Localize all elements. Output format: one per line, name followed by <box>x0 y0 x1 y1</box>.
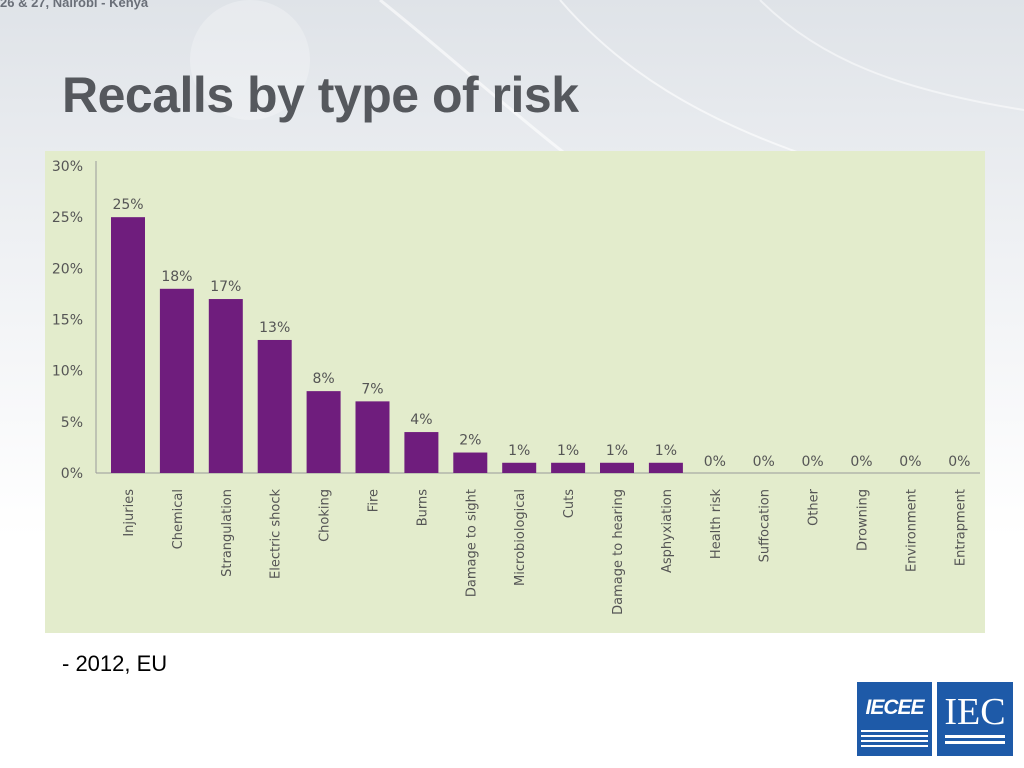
data-label: 0% <box>753 454 775 470</box>
data-label: 1% <box>557 443 579 459</box>
bar <box>404 432 439 473</box>
bar-chart: 0% 5% 10% 15% 20% 25% 30% 25% Injuries 18% Chemica… <box>52 159 980 615</box>
data-label: 17% <box>210 279 241 295</box>
data-label: 2% <box>459 433 481 449</box>
bar <box>257 339 292 473</box>
bar <box>111 217 145 473</box>
caption: - 2012, EU <box>62 651 168 676</box>
x-category-label: Asphyxiation <box>660 489 675 573</box>
x-category-label: Drowning <box>856 489 871 551</box>
data-label: 0% <box>899 454 921 470</box>
bar <box>159 288 194 473</box>
data-label: 13% <box>259 320 290 336</box>
data-label: 1% <box>606 443 628 459</box>
x-category-label: Injuries <box>122 489 137 537</box>
x-category-label: Suffocation <box>758 489 773 562</box>
data-label: 7% <box>361 381 383 397</box>
iecee-logo: IECEE <box>857 682 932 756</box>
x-category-label: Other <box>807 488 822 526</box>
x-category-label: Damage to sight <box>464 489 479 597</box>
x-category-label: Choking <box>318 489 333 542</box>
data-label: 18% <box>161 269 192 285</box>
data-label: 25% <box>112 197 143 213</box>
data-label: 0% <box>704 454 726 470</box>
data-label: 8% <box>312 371 334 387</box>
bar <box>208 299 243 473</box>
data-label: 0% <box>801 454 823 470</box>
header-strip-text: 26 & 27, Nairobi - Kenya <box>0 0 149 10</box>
iecee-logo-text: IECEE <box>865 696 924 719</box>
bar <box>600 462 634 473</box>
x-category-label: Cuts <box>562 489 577 518</box>
data-label: 1% <box>655 443 677 459</box>
bar <box>648 462 683 473</box>
logos: IECEE IEC <box>857 682 1014 756</box>
chart-panel: 0% 5% 10% 15% 20% 25% 30% 25% Injuries 18% Chemica… <box>45 151 985 633</box>
bar <box>306 391 341 473</box>
x-category-label: Entrapment <box>953 489 968 566</box>
bar <box>355 401 390 473</box>
x-category-label: Chemical <box>171 489 186 549</box>
x-category-label: Health risk <box>709 489 724 560</box>
bar <box>502 462 537 473</box>
x-category-label: Electric shock <box>269 489 284 579</box>
data-label: 0% <box>850 454 872 470</box>
bar <box>453 452 488 473</box>
y-tick-label: 0% <box>61 466 83 482</box>
data-label: 4% <box>410 412 432 428</box>
data-label: 1% <box>508 443 530 459</box>
x-category-label: Burns <box>415 489 430 527</box>
x-category-label: Damage to hearing <box>611 489 626 615</box>
x-category-label: Strangulation <box>220 489 235 577</box>
x-category-label: Environment <box>904 489 919 572</box>
slide-title: Recalls by type of risk <box>62 67 579 123</box>
y-tick-label: 10% <box>52 364 83 380</box>
data-label: 0% <box>948 454 970 470</box>
y-tick-label: 20% <box>52 261 83 277</box>
y-tick-label: 15% <box>52 313 83 329</box>
x-category-label: Fire <box>367 489 382 512</box>
iec-logo: IEC <box>937 682 1013 756</box>
y-tick-label: 5% <box>61 415 83 431</box>
x-category-label: Microbiological <box>513 489 528 586</box>
y-tick-label: 30% <box>52 159 83 175</box>
iec-logo-text: IEC <box>944 691 1006 733</box>
bar <box>551 462 586 473</box>
y-tick-label: 25% <box>52 210 83 226</box>
